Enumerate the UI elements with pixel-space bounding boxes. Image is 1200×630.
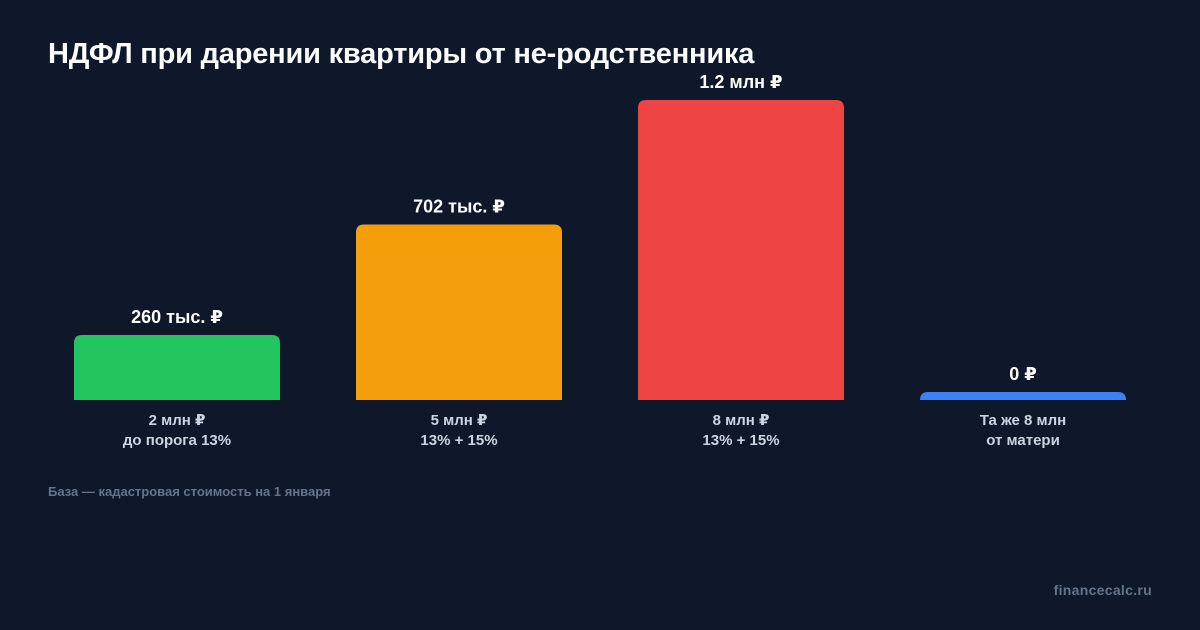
bar-value-label-3: 1.2 млн ₽ xyxy=(699,72,782,92)
bar-3 xyxy=(638,100,844,400)
category-label-2-line-1: 5 млн ₽ xyxy=(431,412,488,429)
bar-2 xyxy=(356,224,562,400)
category-label-3-line-2: 13% + 15% xyxy=(702,432,779,449)
brand-watermark: financecalc.ru xyxy=(1053,582,1152,598)
bar-value-label-4: 0 ₽ xyxy=(1009,364,1037,384)
chart-title: НДФЛ при дарении квартиры от не-родствен… xyxy=(48,38,755,70)
category-label-2-line-2: 13% + 15% xyxy=(420,432,497,449)
bar-value-label-2: 702 тыс. ₽ xyxy=(413,197,505,217)
footnote: База — кадастровая стоимость на 1 января xyxy=(48,484,331,499)
bar-value-label-1: 260 тыс. ₽ xyxy=(131,307,223,327)
bar-4 xyxy=(920,392,1126,400)
category-label-3-line-1: 8 млн ₽ xyxy=(713,412,770,429)
category-label-1-line-1: 2 млн ₽ xyxy=(149,412,206,429)
category-label-1-line-2: до порога 13% xyxy=(123,432,231,449)
category-label-4-line-2: от матери xyxy=(986,432,1060,449)
bar-1 xyxy=(74,335,280,400)
category-label-4-line-1: Та же 8 млн xyxy=(980,412,1066,429)
